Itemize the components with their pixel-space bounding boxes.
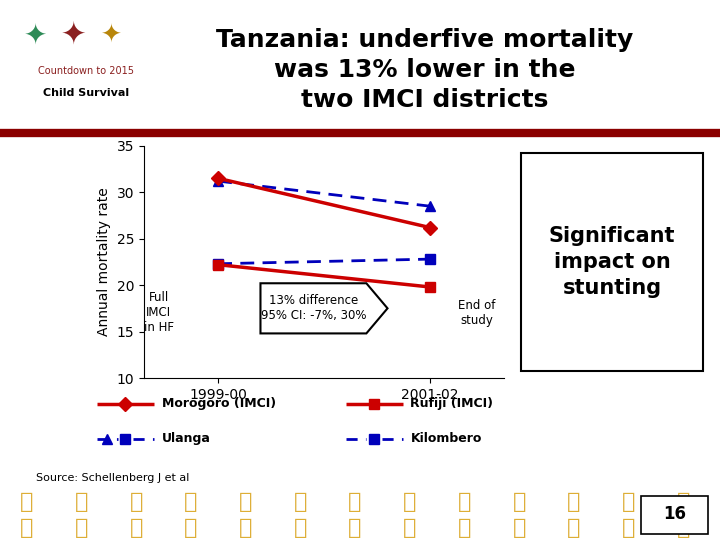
Text: 13% difference
95% CI: -7%, 30%: 13% difference 95% CI: -7%, 30% [261, 294, 366, 322]
Text: ง: ง [130, 518, 143, 538]
FancyBboxPatch shape [641, 496, 708, 534]
Text: ก: ก [567, 492, 580, 512]
Text: Rufiji (IMCI): Rufiji (IMCI) [410, 397, 493, 410]
Text: ง: ง [75, 518, 88, 538]
Text: ง: ง [677, 518, 690, 538]
Text: ก: ก [294, 492, 307, 512]
Text: ก: ก [622, 492, 635, 512]
FancyBboxPatch shape [521, 153, 703, 371]
Text: ก: ก [75, 492, 88, 512]
Text: ง: ง [513, 518, 526, 538]
Text: Significant
impact on
stunting: Significant impact on stunting [549, 226, 675, 298]
Text: Full
IMCI
in HF: Full IMCI in HF [144, 292, 174, 334]
Text: ง: ง [239, 518, 252, 538]
Y-axis label: Annual mortality rate: Annual mortality rate [97, 187, 111, 336]
Text: ง: ง [458, 518, 471, 538]
Text: ก: ก [348, 492, 361, 512]
Text: ก: ก [184, 492, 197, 512]
Text: ก: ก [130, 492, 143, 512]
Text: ง: ง [622, 518, 635, 538]
Text: Kilombero: Kilombero [410, 432, 482, 445]
Text: Source: Schellenberg J et al: Source: Schellenberg J et al [36, 473, 189, 483]
Text: 16: 16 [664, 505, 686, 523]
Text: ก: ก [513, 492, 526, 512]
Text: ก: ก [403, 492, 416, 512]
Text: ง: ง [403, 518, 416, 538]
Text: Morogoro (IMCI): Morogoro (IMCI) [161, 397, 276, 410]
Text: ก: ก [677, 492, 690, 512]
Text: ง: ง [567, 518, 580, 538]
Text: ง: ง [348, 518, 361, 538]
Polygon shape [261, 284, 387, 333]
Text: ก: ก [20, 492, 33, 512]
Text: ก: ก [458, 492, 471, 512]
Text: ก: ก [239, 492, 252, 512]
Text: ✦: ✦ [24, 21, 48, 49]
Text: End of
study: End of study [458, 299, 495, 327]
Text: ง: ง [294, 518, 307, 538]
Text: ✦: ✦ [61, 21, 86, 50]
Text: ง: ง [184, 518, 197, 538]
Text: Ulanga: Ulanga [161, 432, 210, 445]
Text: ง: ง [20, 518, 33, 538]
Text: Child Survival: Child Survival [43, 89, 130, 98]
Text: Countdown to 2015: Countdown to 2015 [38, 66, 135, 76]
Text: Tanzania: underfive mortality
was 13% lower in the
two IMCI districts: Tanzania: underfive mortality was 13% lo… [216, 29, 634, 112]
Text: ✦: ✦ [102, 23, 122, 47]
